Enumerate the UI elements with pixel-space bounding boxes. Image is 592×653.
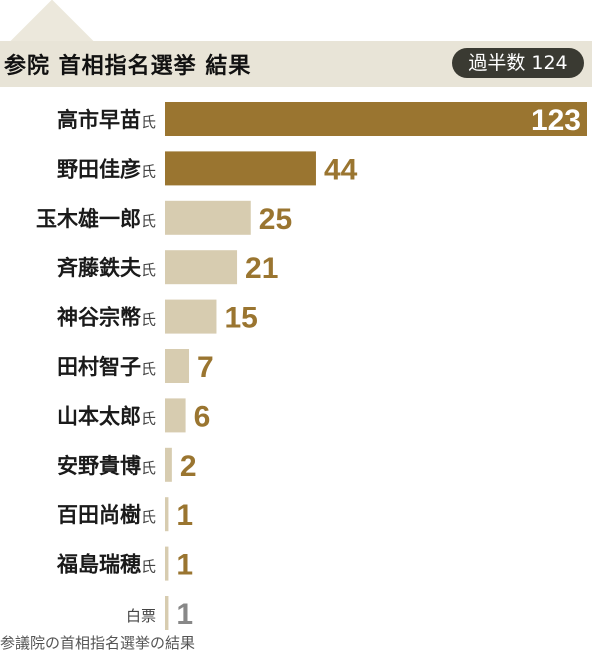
bar bbox=[165, 200, 251, 235]
value-label: 7 bbox=[197, 351, 214, 384]
value-label: 15 bbox=[224, 302, 257, 335]
category-label: 福島瑞穂氏 bbox=[56, 553, 156, 577]
category-label: 白票 bbox=[126, 607, 156, 625]
value-label: 1 bbox=[176, 499, 193, 532]
value-label: 21 bbox=[245, 252, 278, 285]
category-label: 安野貴博氏 bbox=[57, 454, 156, 478]
value-label: 6 bbox=[194, 400, 211, 433]
value-label: 123 bbox=[531, 104, 581, 137]
bar bbox=[165, 299, 217, 334]
bar bbox=[165, 398, 186, 433]
category-label: 山本太郎氏 bbox=[57, 404, 156, 428]
bar bbox=[165, 102, 587, 136]
value-label: 44 bbox=[324, 153, 358, 186]
bar bbox=[165, 250, 238, 285]
bar bbox=[165, 596, 169, 630]
bar bbox=[165, 151, 316, 186]
category-label: 神谷宗幣氏 bbox=[57, 306, 156, 330]
footnote: 参議院の首相指名選挙の結果 bbox=[0, 634, 196, 652]
bar bbox=[165, 546, 169, 581]
category-label: 斉藤鉄夫氏 bbox=[57, 256, 156, 280]
category-label: 百田尚樹氏 bbox=[57, 503, 156, 527]
bar bbox=[165, 447, 172, 482]
category-label: 田村智子氏 bbox=[57, 355, 156, 379]
category-label: 高市早苗氏 bbox=[57, 108, 156, 132]
value-label: 2 bbox=[180, 450, 197, 483]
category-label: 玉木雄一郎氏 bbox=[36, 207, 156, 231]
majority-badge: 過半数 124 bbox=[452, 48, 584, 78]
bar bbox=[165, 497, 169, 532]
bar bbox=[165, 349, 190, 383]
category-label: 野田佳彦氏 bbox=[57, 157, 156, 181]
chart-title: 参院 首相指名選挙 結果 bbox=[4, 54, 252, 79]
value-label: 1 bbox=[176, 549, 193, 582]
value-label: 25 bbox=[259, 203, 292, 236]
value-label: 1 bbox=[176, 598, 193, 631]
